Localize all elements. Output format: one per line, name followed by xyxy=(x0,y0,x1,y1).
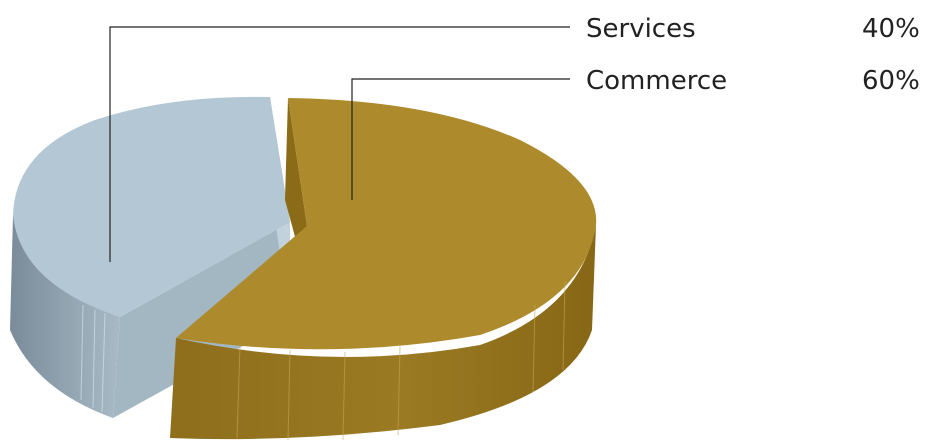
leader-line-commerce xyxy=(351,78,570,200)
pie-slice-commerce xyxy=(170,98,597,441)
commerce-slice-top xyxy=(176,98,597,350)
legend-value-commerce: 60% xyxy=(862,66,920,96)
services-slice-top xyxy=(13,96,290,317)
leader-lines xyxy=(109,26,570,262)
legend-value-services: 40% xyxy=(862,14,920,44)
legend-label-commerce: Commerce xyxy=(586,66,727,96)
pie-slice-services xyxy=(10,96,290,418)
commerce-slice-cut xyxy=(285,98,307,255)
legend-label-services: Services xyxy=(586,14,696,44)
legend: Services 40% Commerce 60% xyxy=(586,14,920,96)
commerce-slice-side xyxy=(170,225,596,440)
leader-line-services xyxy=(109,26,570,262)
